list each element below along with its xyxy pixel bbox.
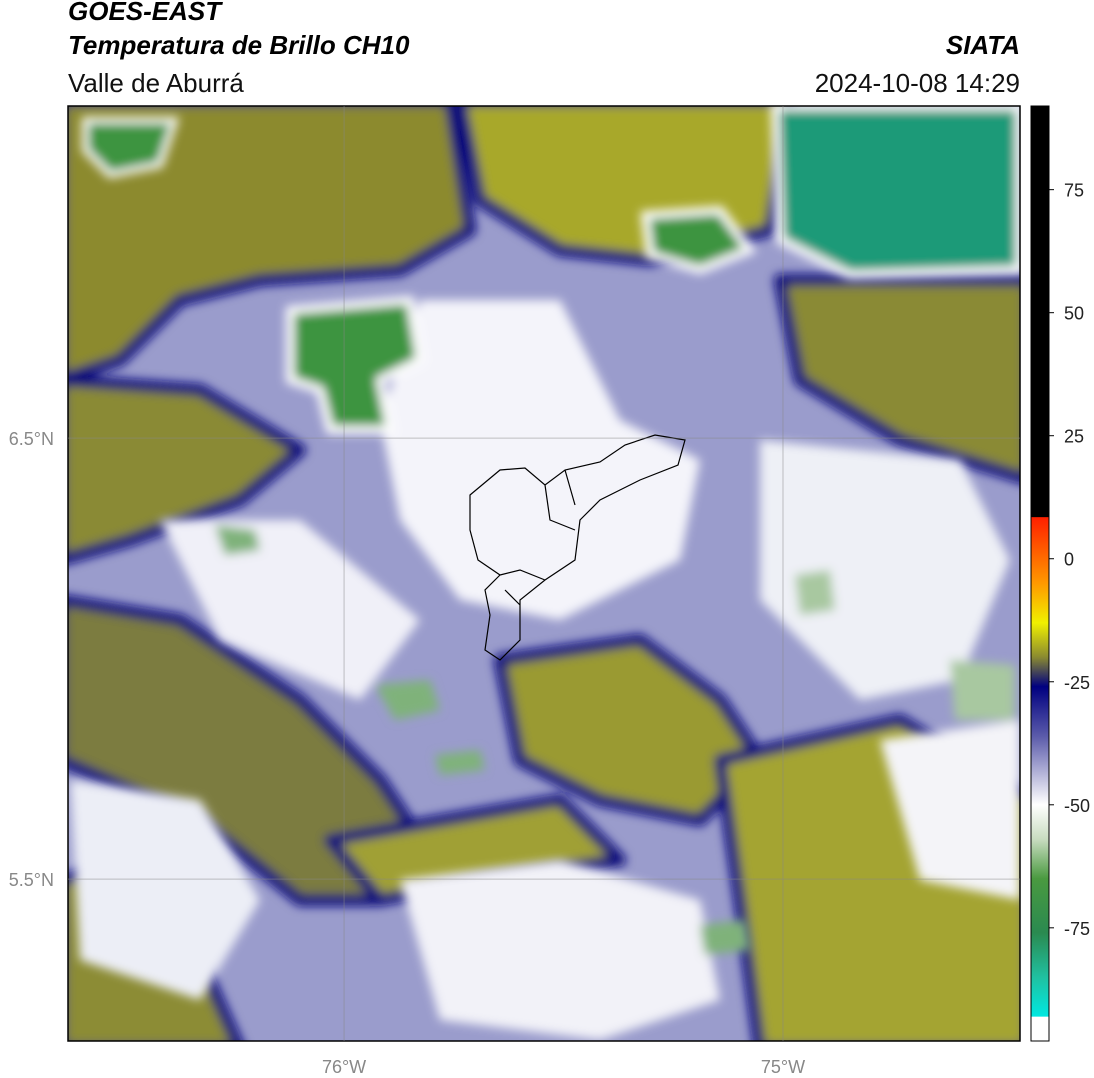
colorbar-tick-label: 50 <box>1064 304 1084 324</box>
colorbar-tick-label: -25 <box>1064 673 1090 693</box>
product: Temperatura de Brillo CH10 <box>68 30 410 60</box>
colorbar-tick-label: -75 <box>1064 919 1090 939</box>
colorbar <box>1030 105 1050 1042</box>
satellite: GOES-EAST <box>68 0 223 26</box>
datetime: 2024-10-08 14:29 <box>815 68 1020 98</box>
lat-label: 5.5°N <box>9 870 54 890</box>
colorbar-tick-label: -50 <box>1064 796 1090 816</box>
satellite-field <box>68 106 1020 1041</box>
source: SIATA <box>946 30 1020 60</box>
lon-label: 75°W <box>761 1057 805 1077</box>
region: Valle de Aburrá <box>68 68 244 98</box>
lon-label: 76°W <box>322 1057 366 1077</box>
map-frame <box>67 105 1021 1042</box>
colorbar-tick-label: 75 <box>1064 181 1084 201</box>
colorbar-tick-label: 0 <box>1064 550 1074 570</box>
lat-label: 6.5°N <box>9 429 54 449</box>
colorbar-tick-label: 25 <box>1064 427 1084 447</box>
